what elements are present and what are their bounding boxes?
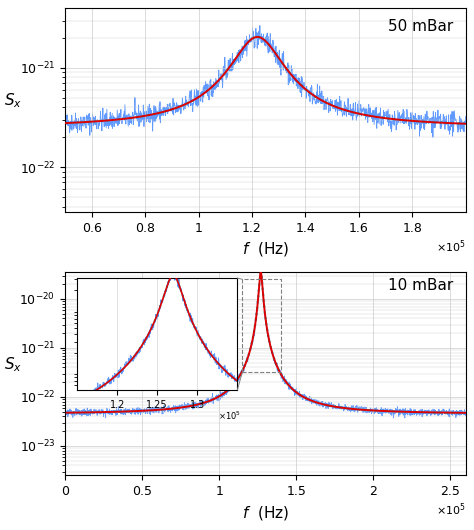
Y-axis label: $S_x$: $S_x$ — [4, 355, 22, 374]
Text: 10 mBar: 10 mBar — [388, 278, 454, 293]
Text: $\times10^5$: $\times10^5$ — [436, 238, 465, 255]
Y-axis label: $S_x$: $S_x$ — [4, 91, 22, 110]
X-axis label: $f$  (Hz): $f$ (Hz) — [242, 504, 289, 522]
Text: $\times10^5$: $\times10^5$ — [436, 502, 465, 518]
X-axis label: $f$  (Hz): $f$ (Hz) — [242, 240, 289, 258]
Text: 50 mBar: 50 mBar — [388, 19, 454, 33]
